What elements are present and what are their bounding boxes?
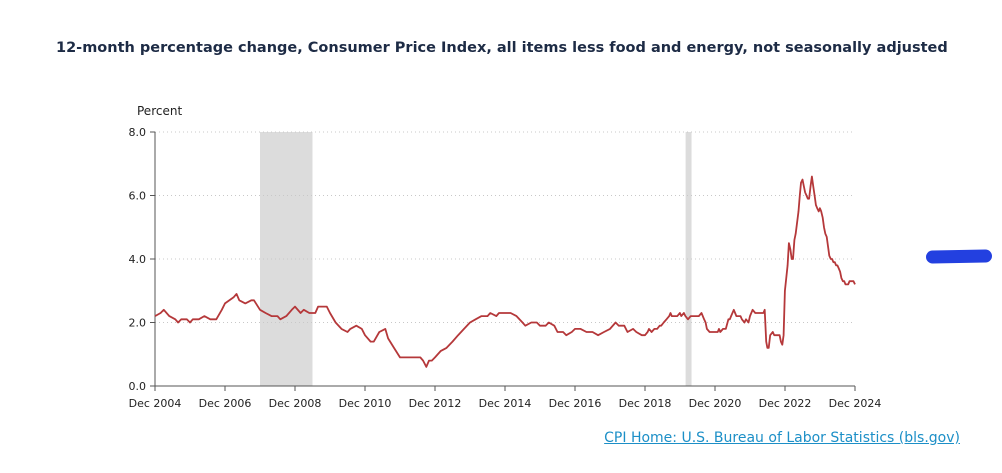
chart-title: 12-month percentage change, Consumer Pri… <box>56 40 948 56</box>
y-axis-title: Percent <box>137 104 182 118</box>
y-tick-label: 2.0 <box>129 317 147 330</box>
x-tick-label: Dec 2012 <box>409 397 462 410</box>
axis-layer <box>150 131 856 391</box>
x-tick-label: Dec 2004 <box>129 397 182 410</box>
series-line <box>154 175 856 368</box>
y-tick-label: 4.0 <box>129 253 147 266</box>
recession-band <box>685 132 692 386</box>
x-tick-label: Dec 2018 <box>619 397 672 410</box>
x-tick-label: Dec 2024 <box>829 397 882 410</box>
y-tick-label: 8.0 <box>129 126 147 139</box>
x-tick-label: Dec 2014 <box>479 397 532 410</box>
redaction-mark <box>925 249 993 264</box>
x-tick-label: Dec 2022 <box>759 397 812 410</box>
grid-layer <box>155 131 855 323</box>
y-tick-label: 0.0 <box>129 380 147 393</box>
series-layer <box>154 175 856 368</box>
source-link[interactable]: CPI Home: U.S. Bureau of Labor Statistic… <box>604 430 960 446</box>
x-tick-label: Dec 2006 <box>199 397 252 410</box>
y-tick-label: 6.0 <box>129 190 147 203</box>
x-tick-label: Dec 2010 <box>339 397 392 410</box>
label-layer: 0.0 2.0 4.0 6.0 8.0 Percent Dec 2004 Dec 2006 De… <box>129 104 882 410</box>
x-tick-label: Dec 2016 <box>549 397 602 410</box>
x-tick-label: Dec 2008 <box>269 397 322 410</box>
x-tick-label: Dec 2020 <box>689 397 742 410</box>
